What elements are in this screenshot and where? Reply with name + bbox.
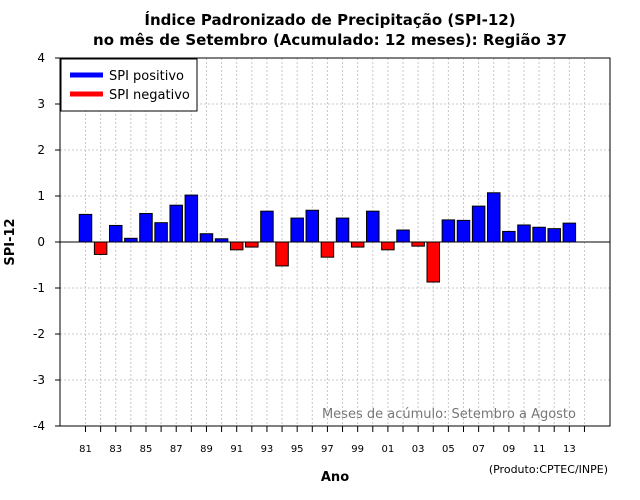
bar-1989 — [199, 233, 214, 243]
product-credit: (Produto:CPTEC/INPE) — [489, 463, 608, 476]
bar-2009 — [502, 230, 516, 243]
bar-1999 — [350, 241, 365, 248]
bar-1987 — [169, 204, 183, 243]
x-tick-label: 05 — [442, 444, 455, 455]
bar-1995 — [290, 217, 304, 243]
chart-title-line-1: Índice Padronizado de Precipitação (SPI-… — [144, 10, 515, 29]
x-tick-label: 91 — [230, 444, 243, 455]
x-tick-label: 07 — [472, 444, 485, 455]
bar-1994 — [275, 241, 289, 267]
y-axis-label: SPI-12 — [3, 218, 18, 265]
bar-1992 — [245, 241, 259, 248]
x-tick-label: 93 — [261, 444, 274, 455]
x-tick-label: 95 — [291, 444, 304, 455]
bar-2002 — [396, 229, 410, 243]
bar-1998 — [335, 217, 350, 243]
x-tick-label: 97 — [321, 444, 334, 455]
bar-1985 — [139, 212, 153, 243]
x-tick-label: 99 — [351, 444, 364, 455]
y-tick-label: -4 — [33, 419, 45, 433]
bar-2011 — [532, 226, 546, 243]
bar-1996 — [305, 209, 320, 243]
bar-2008 — [486, 192, 501, 243]
x-axis-label: Ano — [321, 470, 349, 485]
chart-title-line-2: no mês de Setembro (Acumulado: 12 meses)… — [93, 31, 567, 49]
x-tick-label: 03 — [412, 444, 425, 455]
y-tick-label: 0 — [37, 235, 45, 249]
bar-1981 — [78, 213, 93, 243]
bar-2013 — [562, 222, 577, 243]
bar-2012 — [547, 228, 561, 243]
bar-2006 — [456, 219, 471, 243]
bar-1991 — [229, 241, 244, 251]
bar-1982 — [93, 241, 108, 255]
y-tick-label: 4 — [37, 51, 45, 65]
bar-2003 — [411, 241, 425, 247]
axis-ticks: 4 3 2 1 0 -1 -2 -3 -4 81 83 85 87 89 91 93 95 97 99 01 03 05 0… — [33, 51, 585, 455]
legend-label-positive: SPI positivo — [109, 69, 184, 84]
y-tick-label: -2 — [33, 327, 45, 341]
x-tick-label: 01 — [382, 444, 395, 455]
x-tick-label: 89 — [200, 444, 213, 455]
x-tick-label: 13 — [563, 444, 576, 455]
bar-1988 — [184, 194, 199, 243]
y-tick-label: -3 — [33, 373, 45, 387]
x-tick-label: 81 — [79, 444, 92, 455]
bar-2000 — [366, 210, 380, 243]
y-tick-label: -1 — [33, 281, 45, 295]
bar-2010 — [517, 224, 531, 243]
x-tick-label: 09 — [502, 444, 515, 455]
bar-1997 — [320, 241, 335, 258]
x-tick-label: 87 — [170, 444, 183, 455]
bar-2004 — [426, 241, 441, 283]
bar-2001 — [381, 241, 395, 251]
y-tick-label: 2 — [37, 143, 45, 157]
bar-1993 — [260, 210, 274, 243]
accumulation-note: Meses de acúmulo: Setembro a Agosto — [322, 407, 576, 422]
y-tick-label: 3 — [37, 97, 45, 111]
bar-1986 — [154, 222, 168, 243]
x-tick-label: 11 — [533, 444, 546, 455]
y-tick-label: 1 — [37, 189, 45, 203]
bar-2005 — [441, 219, 456, 243]
x-tick-label: 83 — [109, 444, 122, 455]
bar-1983 — [108, 224, 123, 243]
legend: SPI positivo SPI negativo — [60, 58, 198, 112]
bar-2007 — [471, 205, 486, 243]
bar-1984 — [124, 237, 138, 243]
legend-label-negative: SPI negativo — [109, 88, 190, 103]
legend-box — [60, 58, 198, 112]
x-tick-label: 85 — [140, 444, 153, 455]
